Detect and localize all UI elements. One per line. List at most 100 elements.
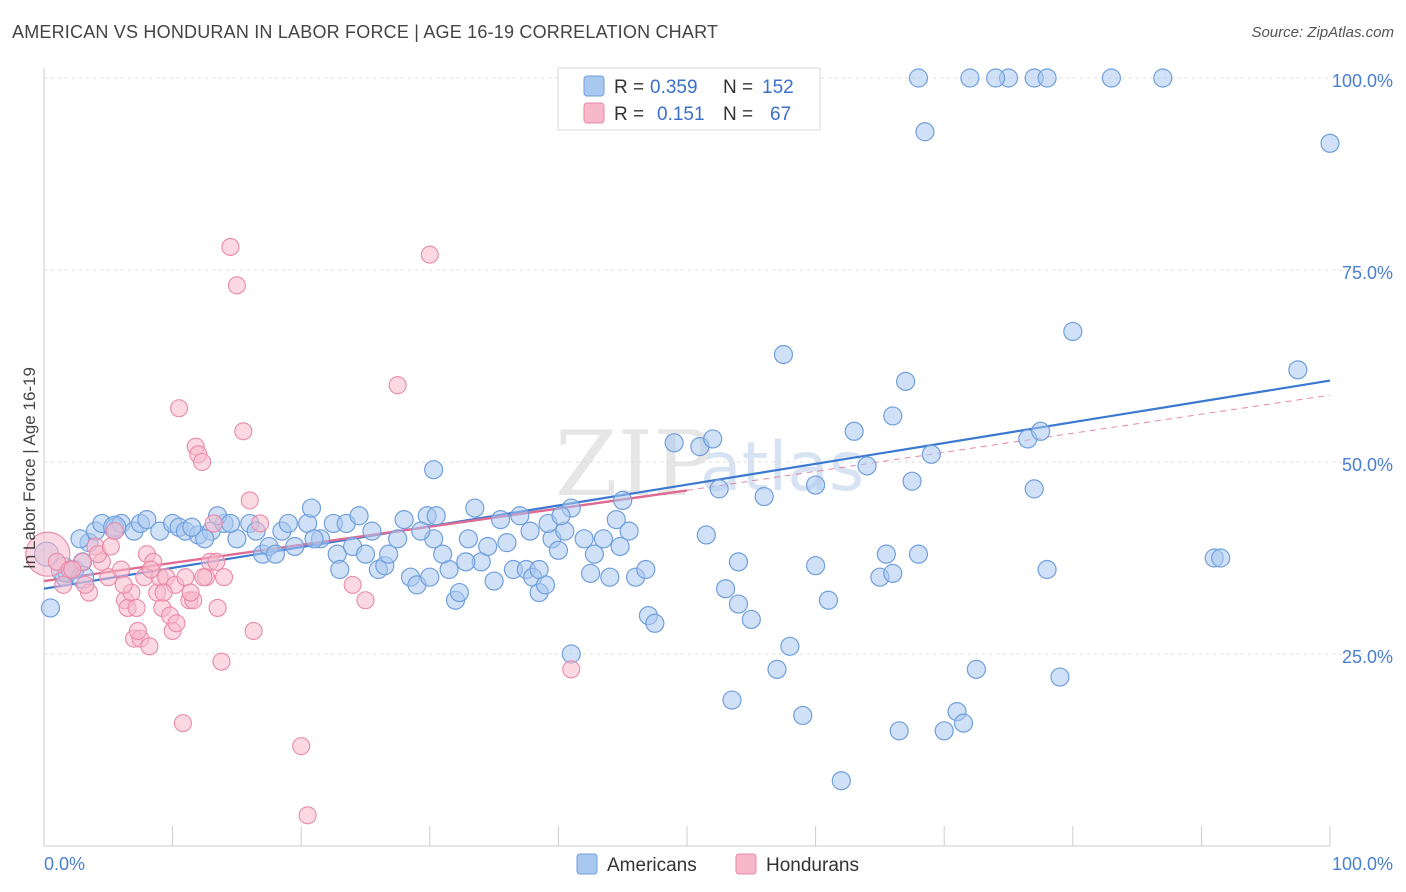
legend-american-n-value: 152 xyxy=(762,77,794,98)
american-point xyxy=(805,475,826,495)
american-point xyxy=(1050,667,1070,687)
american-point xyxy=(780,636,800,656)
bottom-legend-swatch-americans xyxy=(576,853,598,875)
honduran-point xyxy=(193,452,212,472)
american-point xyxy=(773,344,794,365)
american-point xyxy=(426,506,446,526)
honduran-point xyxy=(140,637,159,656)
honduran-point xyxy=(127,598,146,617)
american-point xyxy=(953,713,974,733)
grid xyxy=(44,77,1395,655)
honduran-point xyxy=(298,806,317,825)
american-point xyxy=(664,433,684,453)
american-point xyxy=(805,556,826,576)
american-point xyxy=(728,552,749,572)
legend-honduran-n-label: N = xyxy=(723,104,753,125)
american-point xyxy=(1037,559,1057,580)
american-point xyxy=(379,544,399,564)
american-point xyxy=(921,444,941,464)
american-point xyxy=(831,771,851,791)
american-point xyxy=(645,613,665,633)
american-point xyxy=(529,559,549,580)
american-point xyxy=(388,529,408,549)
honduran-point xyxy=(141,560,160,579)
american-point xyxy=(883,563,903,583)
american-point xyxy=(908,544,929,564)
honduran-point xyxy=(388,376,407,395)
chart-title: AMERICAN VS HONDURAN IN LABOR FORCE | AG… xyxy=(12,22,719,42)
american-point xyxy=(960,68,980,88)
american-point xyxy=(636,559,656,580)
honduran-point xyxy=(76,575,95,594)
american-point xyxy=(908,68,929,88)
honduran-point xyxy=(250,514,270,533)
american-point xyxy=(966,659,986,679)
american-point xyxy=(703,429,723,449)
american-point xyxy=(510,506,530,526)
bottom-legend-swatch-hondurans xyxy=(735,853,757,875)
legend-swatch-american xyxy=(583,75,605,97)
american-point xyxy=(1031,421,1051,441)
american-point xyxy=(433,544,453,564)
bottom-legend-hondurans: Hondurans xyxy=(766,855,859,876)
honduran-point xyxy=(234,422,253,441)
american-point xyxy=(220,513,241,534)
american-point xyxy=(551,506,571,526)
american-point xyxy=(610,536,630,557)
y-tick-label: 50.0% xyxy=(1342,455,1393,475)
american-point xyxy=(584,544,605,564)
american-point xyxy=(265,544,286,564)
american-point xyxy=(728,594,749,614)
american-point xyxy=(741,609,761,630)
y-axis-label: In Labor Force | Age 16-19 xyxy=(20,367,39,569)
american-point xyxy=(497,533,517,553)
american-point xyxy=(458,529,478,549)
legend-american-n-label: N = xyxy=(723,77,753,98)
american-point xyxy=(709,479,729,499)
american-point xyxy=(278,513,298,534)
american-point xyxy=(580,563,601,583)
american-point xyxy=(484,571,504,591)
x-tick-label-max: 100.0% xyxy=(1332,854,1393,874)
american-point xyxy=(478,536,498,557)
american-point xyxy=(301,498,322,518)
american-point xyxy=(613,490,633,510)
american-point xyxy=(420,567,440,587)
american-point xyxy=(600,567,620,587)
honduran-point xyxy=(114,575,133,594)
honduran-point xyxy=(214,568,234,587)
honduran-point xyxy=(207,552,226,571)
honduran-point xyxy=(101,537,120,556)
american-point xyxy=(1153,68,1173,88)
american-point xyxy=(722,690,742,710)
honduran-point xyxy=(105,522,124,541)
american-point xyxy=(889,721,909,741)
american-point xyxy=(876,544,896,564)
legend-american-r-value: 0.359 xyxy=(650,77,698,98)
honduran-point xyxy=(54,575,73,594)
american-point xyxy=(349,506,369,526)
legend-american-r-label: R = xyxy=(614,77,644,98)
honduran-point xyxy=(204,514,223,533)
american-point xyxy=(490,509,511,530)
honduran-point xyxy=(194,568,213,587)
american-point xyxy=(561,644,581,664)
american-point xyxy=(1024,479,1044,499)
honduran-point xyxy=(176,568,195,587)
american-point xyxy=(754,486,774,507)
honduran-point xyxy=(292,737,311,756)
american-point xyxy=(304,529,324,549)
american-point xyxy=(896,371,916,391)
legend: R = 0.359 N = 152 R = 0.151 N = 67 xyxy=(557,67,821,131)
american-point xyxy=(606,509,626,530)
honduran-point xyxy=(173,714,192,733)
american-point xyxy=(696,525,716,545)
american-point xyxy=(574,529,594,549)
american-point xyxy=(285,536,305,557)
american-point xyxy=(1101,68,1121,88)
american-point xyxy=(330,559,350,580)
american-point xyxy=(411,521,431,541)
legend-honduran-r-value: 0.151 xyxy=(657,104,705,125)
honduran-point xyxy=(212,652,231,671)
